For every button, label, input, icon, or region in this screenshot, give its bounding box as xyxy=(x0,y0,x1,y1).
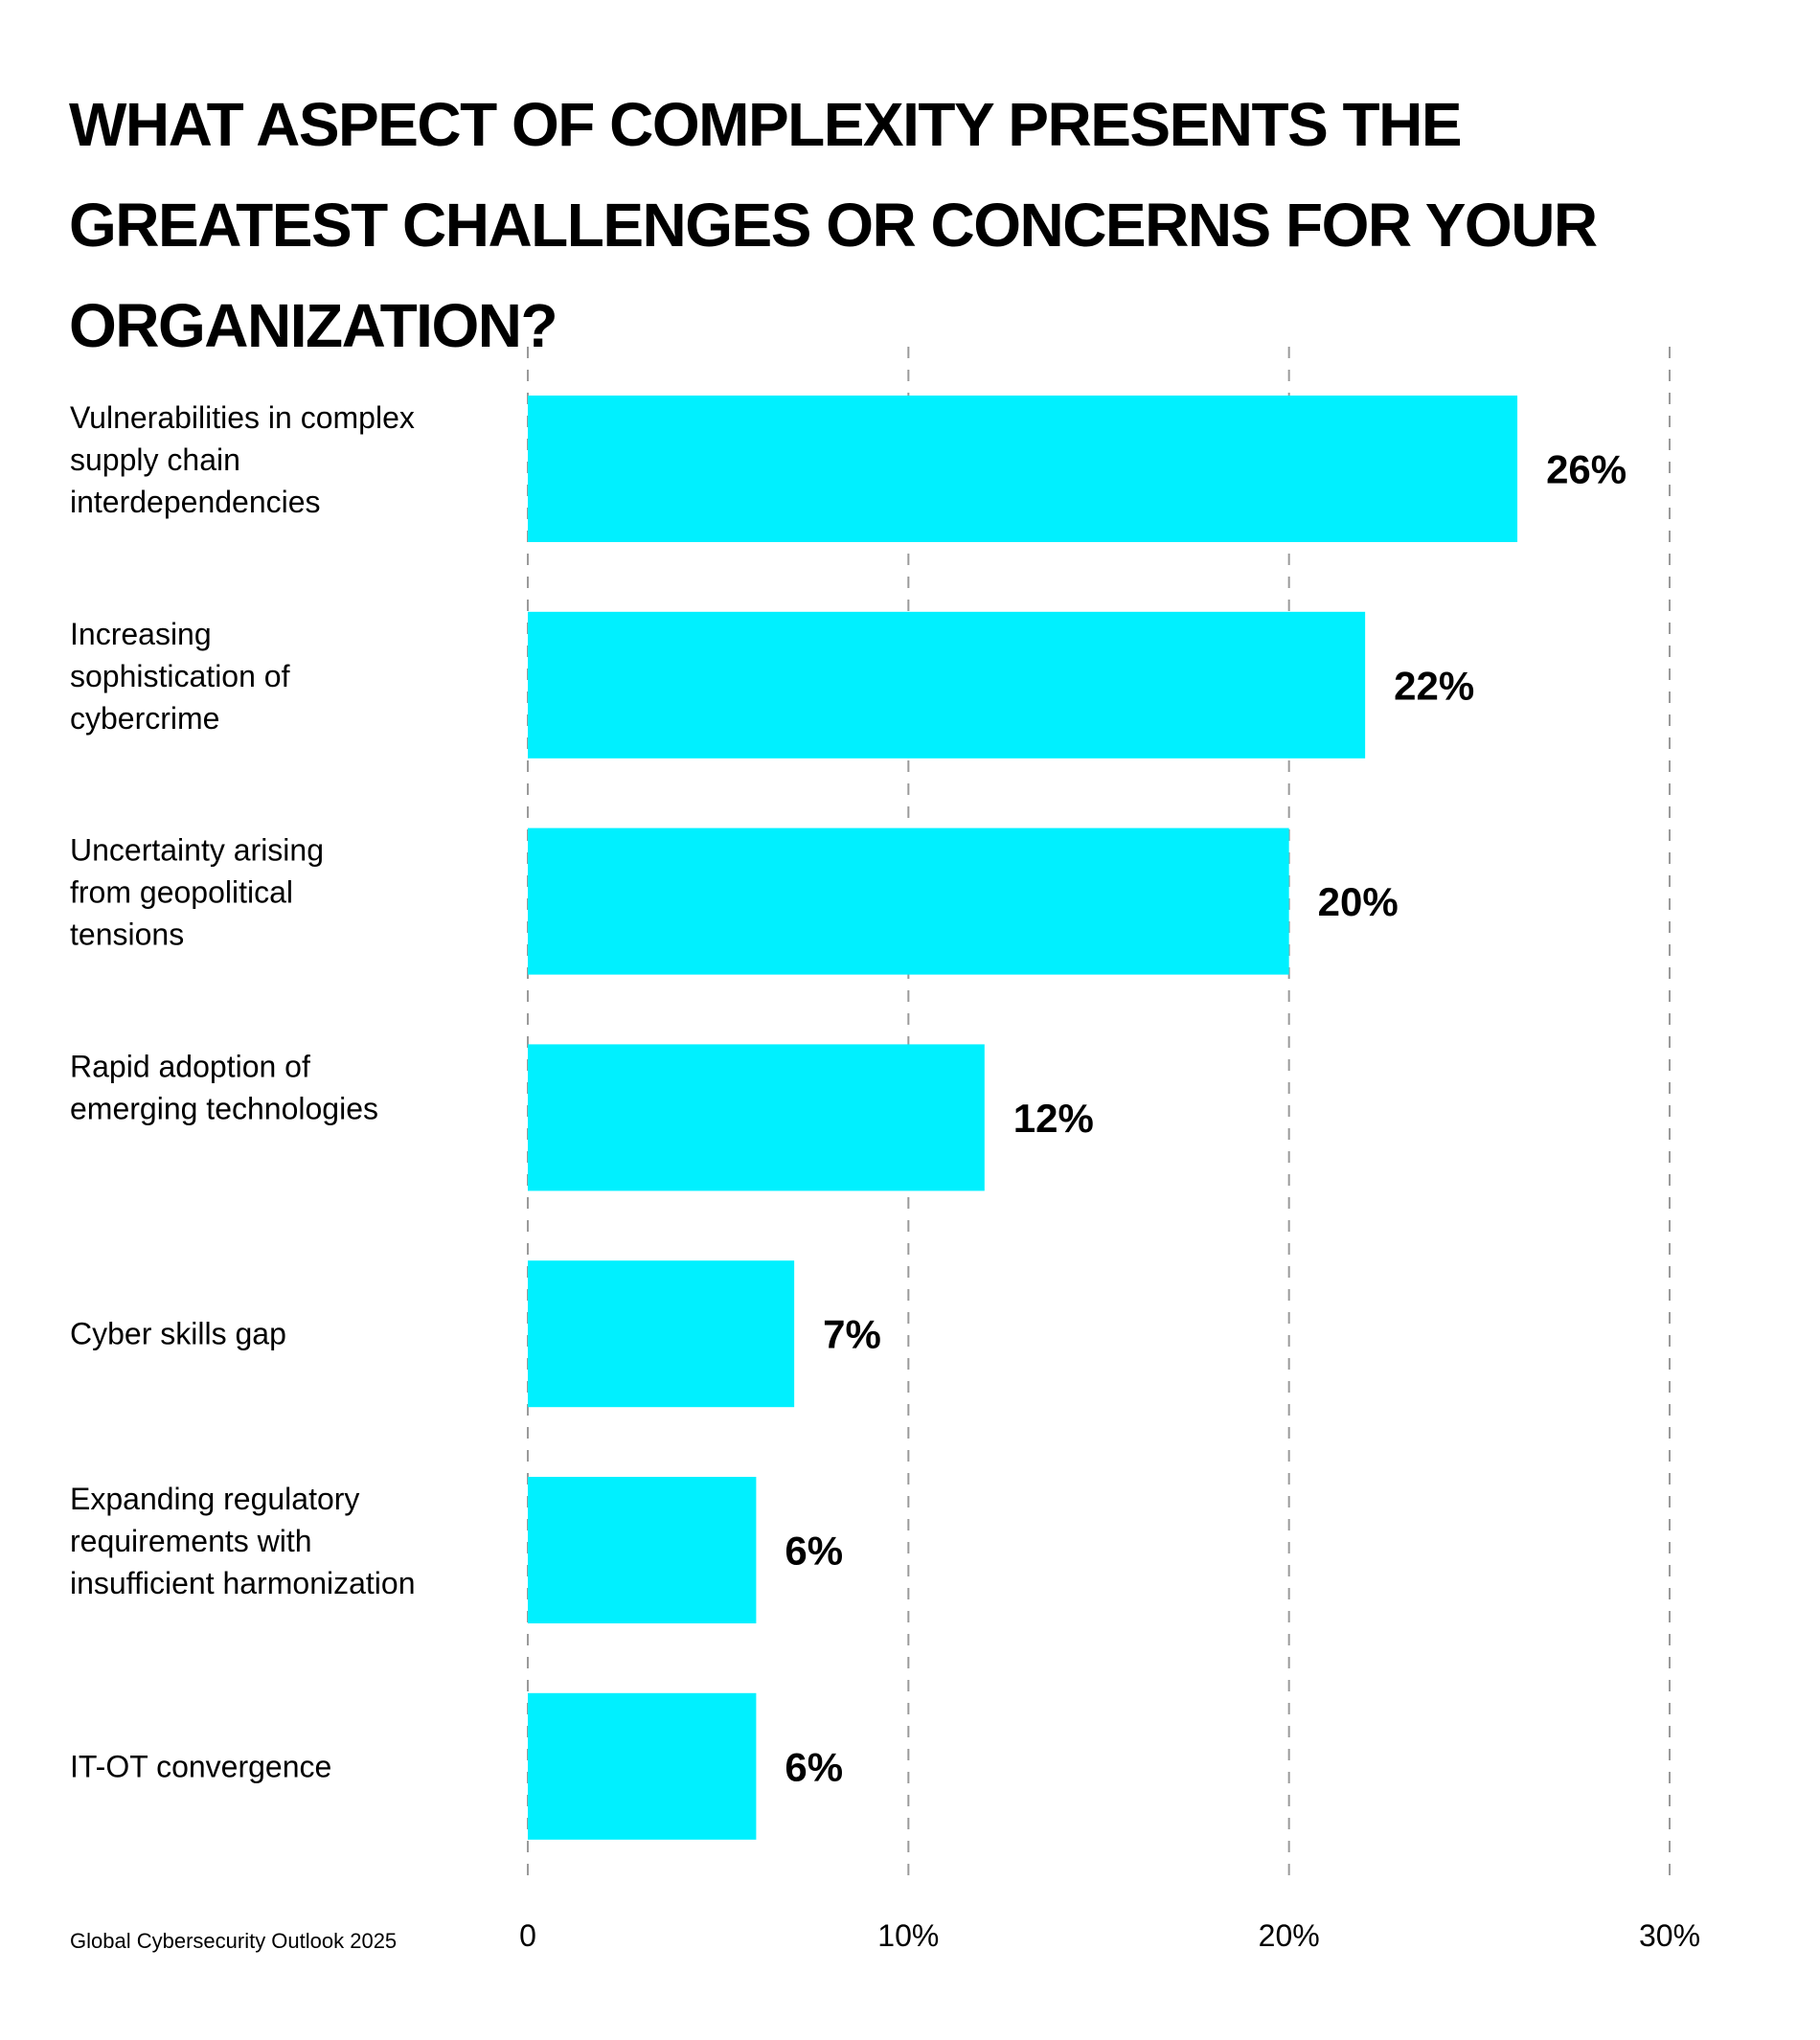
category-label: Uncertainty arising from geopolitical tens… xyxy=(70,833,324,952)
category-label-line: Expanding regulatory xyxy=(70,1482,359,1516)
x-axis-tick-labels: 0 10% 20% 30% xyxy=(519,1918,1700,1953)
bar xyxy=(528,827,1289,975)
category-label-line: Cyber skills gap xyxy=(70,1317,286,1351)
category-labels: Vulnerabilities in complex supply chain in… xyxy=(70,400,416,1783)
bar xyxy=(528,1692,757,1840)
category-label-line: Rapid adoption of xyxy=(70,1049,310,1083)
value-label: 12% xyxy=(1013,1096,1094,1141)
chart-title-line: WHAT ASPECT OF COMPLEXITY PRESENTS THE xyxy=(69,90,1463,159)
category-label-line: supply chain xyxy=(70,442,240,477)
x-tick-label: 30% xyxy=(1639,1918,1700,1953)
category-label: Rapid adoption of emerging technologies xyxy=(70,1049,378,1125)
value-label: 6% xyxy=(785,1744,843,1789)
chart-title-line: ORGANIZATION? xyxy=(69,291,558,360)
bar xyxy=(528,1044,985,1191)
category-label-line: Increasing xyxy=(70,617,212,651)
category-label-line: tensions xyxy=(70,918,184,952)
category-label-line: requirements with xyxy=(70,1524,312,1558)
bar xyxy=(528,611,1366,759)
bar xyxy=(528,396,1518,542)
source-footer: Global Cybersecurity Outlook 2025 xyxy=(70,1929,398,1953)
value-label: 22% xyxy=(1394,663,1474,708)
category-label: Expanding regulatory requirements with ins… xyxy=(70,1482,416,1600)
category-label-line: emerging technologies xyxy=(70,1091,378,1125)
category-label: Increasing sophistication of cybercrime xyxy=(70,617,290,736)
value-label: 6% xyxy=(785,1529,843,1574)
category-label-line: insufficient harmonization xyxy=(70,1566,416,1600)
category-label: Cyber skills gap xyxy=(70,1317,286,1351)
chart-title-line: GREATEST CHALLENGES OR CONCERNS FOR YOUR xyxy=(69,191,1598,260)
bar xyxy=(528,1477,757,1623)
value-label: 20% xyxy=(1318,879,1399,924)
category-label-line: IT-OT convergence xyxy=(70,1749,331,1783)
bar xyxy=(528,1260,795,1408)
chart-title: WHAT ASPECT OF COMPLEXITY PRESENTS THE GR… xyxy=(69,75,1697,376)
x-tick-label: 10% xyxy=(877,1918,939,1953)
category-label: IT-OT convergence xyxy=(70,1749,331,1783)
x-tick-label: 20% xyxy=(1259,1918,1320,1953)
value-labels: 26% 22% 20% 12% 7% 6% 6% xyxy=(785,447,1627,1790)
category-label: Vulnerabilities in complex supply chain in… xyxy=(70,400,415,519)
value-label: 26% xyxy=(1546,447,1627,492)
category-label-line: from geopolitical xyxy=(70,875,293,910)
category-label-line: sophistication of xyxy=(70,659,290,693)
category-label-line: interdependencies xyxy=(70,485,321,519)
category-label-line: Vulnerabilities in complex xyxy=(70,400,415,435)
bars xyxy=(528,396,1518,1840)
category-label-line: Uncertainty arising xyxy=(70,833,324,868)
value-label: 7% xyxy=(823,1312,881,1357)
category-label-line: cybercrime xyxy=(70,701,219,736)
x-tick-label: 0 xyxy=(519,1918,536,1953)
